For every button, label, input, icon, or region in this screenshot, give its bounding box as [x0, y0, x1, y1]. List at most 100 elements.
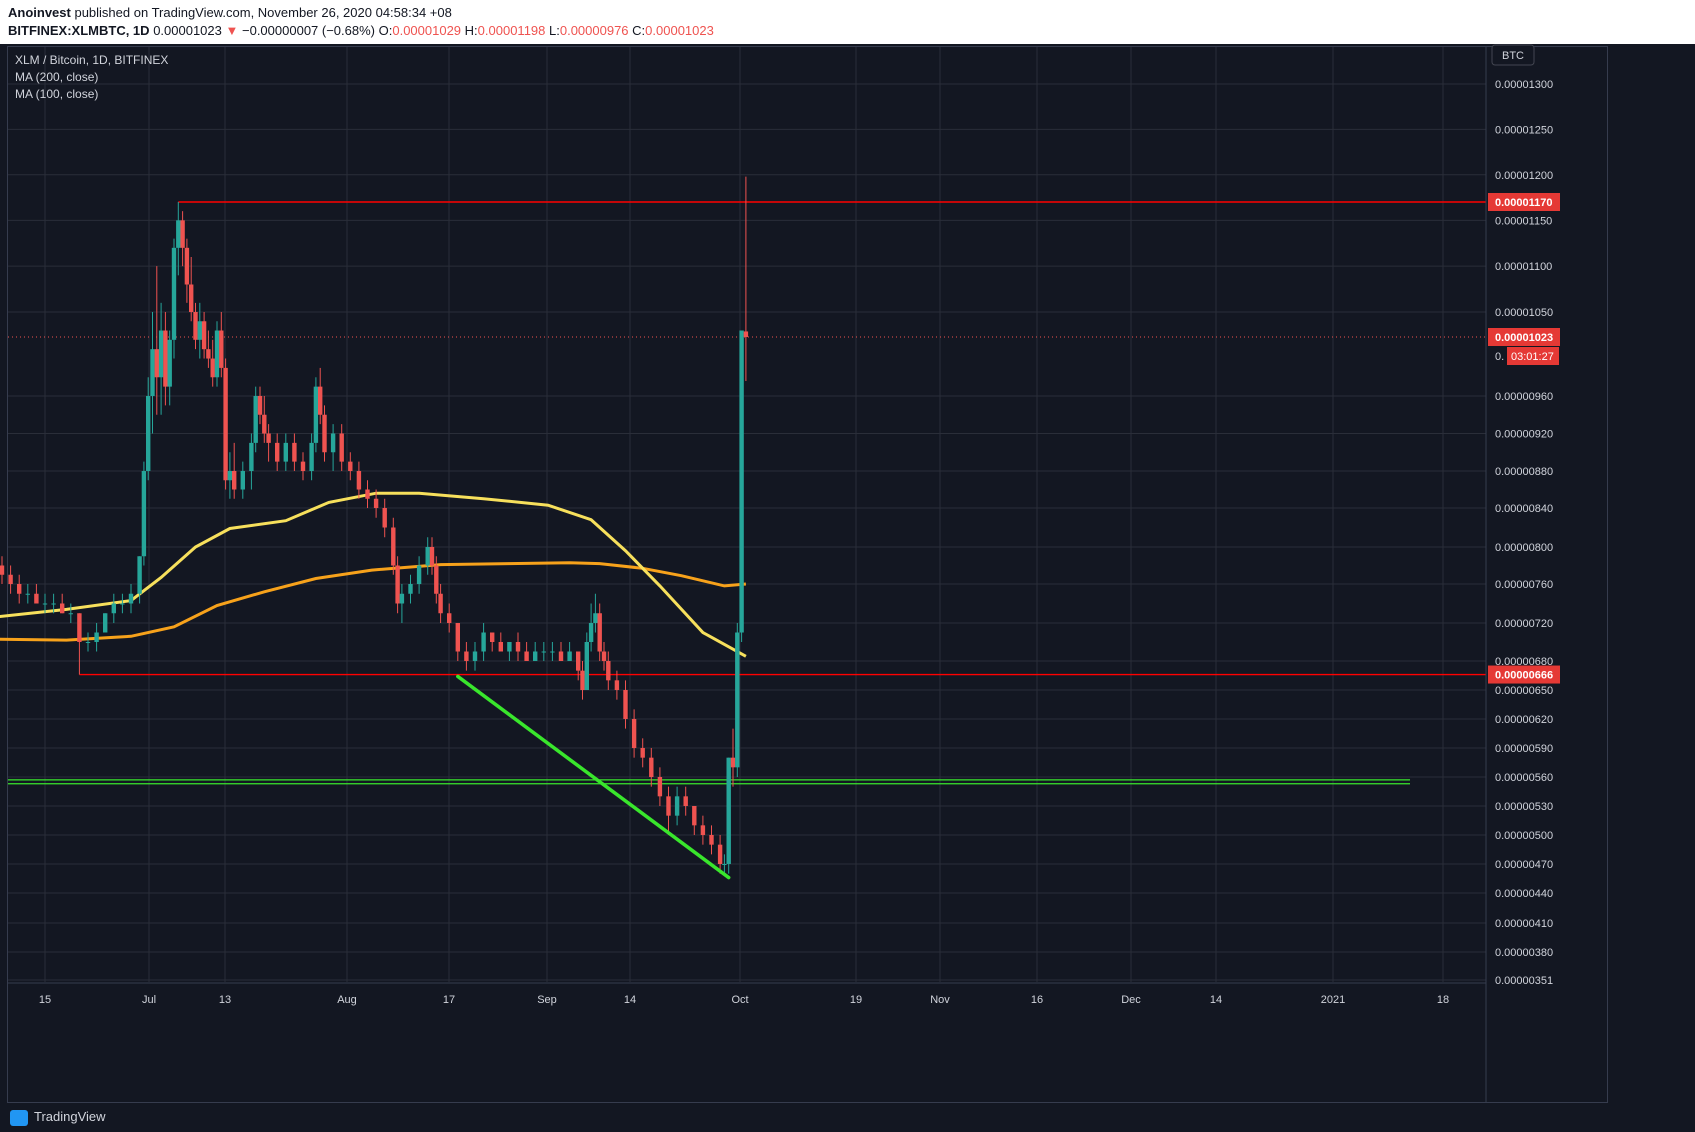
candle — [447, 603, 452, 633]
author-name[interactable]: Anoinvest — [8, 5, 71, 20]
y-tick-label: 0.00000960 — [1495, 391, 1553, 403]
price-label-box — [1488, 665, 1560, 684]
candle-body — [318, 386, 323, 415]
candle — [567, 642, 572, 661]
legend-title[interactable]: XLM / Bitcoin, 1D, BITFINEX — [15, 53, 169, 67]
candles — [0, 176, 749, 874]
legend-ma200[interactable]: MA (200, close) — [15, 70, 99, 84]
candle-body — [649, 757, 654, 777]
x-tick-label: Dec — [1121, 994, 1141, 1006]
candle — [34, 584, 39, 604]
candle — [184, 238, 190, 303]
currency-badge — [1491, 44, 1535, 66]
candle — [330, 424, 336, 471]
y-tick-label: 0.00000351 — [1495, 975, 1553, 987]
candle — [275, 433, 280, 471]
candle-body — [434, 565, 439, 594]
tradingview-brand[interactable]: TradingView — [10, 1109, 106, 1126]
x-tick-label: 2021 — [1321, 994, 1345, 1006]
candle-body — [576, 651, 581, 671]
x-tick-label: Oct — [731, 994, 748, 1006]
candle-body — [481, 632, 486, 652]
candle-body — [266, 433, 271, 443]
x-tick-label: 14 — [624, 994, 636, 1006]
candle-body — [262, 414, 267, 434]
candle-body — [150, 349, 155, 396]
y-tick-label: 0.00000530 — [1495, 801, 1553, 813]
candle — [318, 367, 323, 425]
candle — [150, 312, 155, 434]
candle-body — [567, 651, 572, 661]
candle-body — [739, 330, 744, 633]
price-label-box — [1488, 328, 1560, 346]
candle — [472, 642, 478, 671]
candle-body — [214, 330, 220, 378]
open-label: O: — [378, 23, 393, 38]
candle-body — [163, 330, 168, 387]
candle-body — [558, 651, 564, 661]
brand-label: TradingView — [34, 1109, 106, 1124]
candle-body — [743, 331, 749, 337]
candle-body — [640, 748, 645, 758]
candle-body — [348, 461, 353, 471]
candle — [717, 835, 723, 874]
x-tick-label: Sep — [537, 994, 557, 1006]
candle-body — [283, 442, 288, 462]
candle-body — [223, 367, 228, 481]
y-tick-label: 0.00000840 — [1495, 503, 1553, 515]
candle — [322, 405, 327, 462]
candle-body — [197, 321, 202, 340]
candle-body — [550, 651, 555, 653]
candle — [180, 211, 185, 267]
candle — [167, 330, 172, 406]
candle — [339, 424, 344, 471]
legend-ma100[interactable]: MA (100, close) — [15, 87, 99, 101]
candle-body — [593, 613, 598, 623]
candle-body — [356, 471, 362, 490]
candle-body — [171, 247, 177, 340]
candle-body — [176, 220, 181, 248]
candle-body — [584, 642, 589, 690]
y-tick-label: 0.00000440 — [1495, 888, 1553, 900]
candle-body — [330, 433, 336, 453]
close-value: 0.00001023 — [645, 23, 714, 38]
y-tick-label: 0.00000720 — [1495, 618, 1553, 630]
candle-body — [193, 312, 198, 340]
candle — [348, 452, 353, 481]
candle — [515, 632, 521, 661]
candle — [176, 202, 181, 276]
candle-body — [322, 414, 327, 453]
candle — [257, 386, 263, 425]
candle — [576, 651, 581, 681]
change-down-icon: ▼ — [225, 23, 239, 38]
candle-body — [623, 690, 628, 719]
candle — [464, 642, 469, 671]
candle — [606, 651, 611, 690]
candle — [163, 312, 168, 406]
candle — [309, 433, 314, 481]
candle-body — [455, 623, 460, 652]
candle-body — [300, 461, 306, 471]
candle — [416, 556, 422, 594]
y-tick-label: 0.00000880 — [1495, 466, 1553, 478]
candle — [193, 302, 198, 350]
price-label: 0.00001023 — [1495, 332, 1553, 344]
candle — [657, 767, 663, 806]
chart-frame — [7, 46, 1608, 1103]
candle — [300, 452, 306, 481]
candle — [601, 642, 607, 671]
x-tick-label: 19 — [850, 994, 862, 1006]
candle — [240, 461, 245, 499]
candle — [201, 312, 207, 359]
y-tick-label: 0.00000470 — [1495, 859, 1553, 871]
published-text: published on TradingView.com, November 2… — [74, 5, 452, 20]
x-tick-label: Aug — [337, 994, 357, 1006]
countdown-prefix: 0. — [1495, 351, 1504, 363]
candle — [253, 386, 258, 453]
y-tick-label: 0.00000620 — [1495, 714, 1553, 726]
ma200-line — [0, 561, 747, 642]
candle-body — [588, 623, 594, 642]
grid-lines — [8, 47, 1486, 982]
candle — [137, 556, 142, 604]
